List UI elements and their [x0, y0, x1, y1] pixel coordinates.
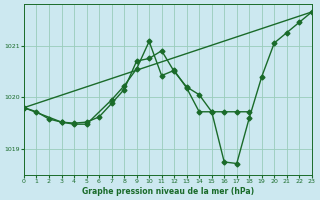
- X-axis label: Graphe pression niveau de la mer (hPa): Graphe pression niveau de la mer (hPa): [82, 187, 254, 196]
